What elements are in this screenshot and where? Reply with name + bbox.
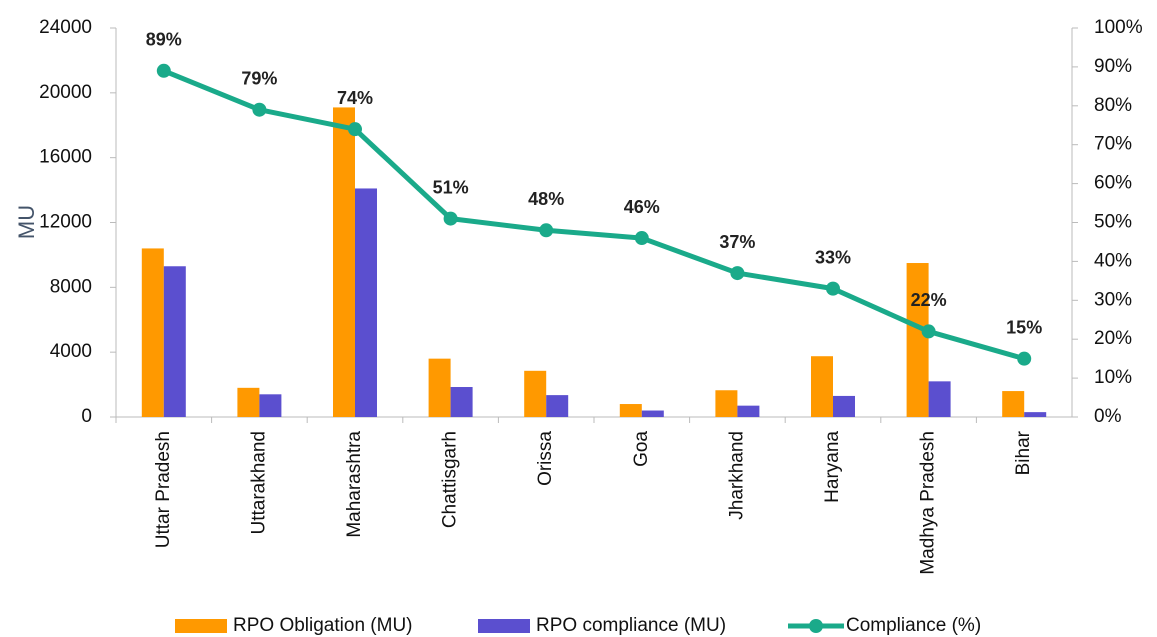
- bar: [141, 248, 164, 417]
- x-tick-label: Maharashtra: [344, 431, 365, 538]
- y2-tick-label: 80%: [1094, 95, 1132, 116]
- x-tick-label: Madhya Pradesh: [918, 431, 939, 575]
- y-tick-label: 20000: [39, 82, 92, 103]
- bar: [737, 405, 760, 417]
- y2-tick-label: 10%: [1094, 367, 1132, 388]
- bar: [1002, 391, 1025, 417]
- x-tick-label: Uttar Pradesh: [153, 431, 174, 548]
- data-label: 22%: [911, 290, 947, 310]
- bar: [715, 390, 738, 417]
- y2-tick-label: 100%: [1094, 17, 1143, 38]
- marker: [252, 102, 267, 117]
- marker: [634, 231, 649, 246]
- data-label: 37%: [719, 232, 755, 252]
- bar: [259, 394, 282, 417]
- y-tick-label: 0: [81, 406, 92, 427]
- y-tick-label: 4000: [50, 341, 92, 362]
- legend-label: RPO Obligation (MU): [233, 615, 413, 636]
- x-tick-label: Jharkhand: [726, 431, 747, 520]
- line: [162, 68, 1025, 362]
- y2-tick-label: 50%: [1094, 212, 1132, 233]
- bar: [450, 387, 473, 417]
- bar: [163, 266, 186, 417]
- data-label: 15%: [1006, 317, 1042, 337]
- marker: [921, 324, 936, 339]
- y2-tick-label: 20%: [1094, 328, 1132, 349]
- data-label: 79%: [241, 68, 277, 88]
- x-tick-label: Haryana: [822, 431, 843, 503]
- marker: [539, 223, 554, 238]
- marker: [730, 266, 745, 281]
- legend-label: RPO compliance (MU): [536, 615, 726, 636]
- marker: [156, 63, 171, 78]
- x-tick-label: Goa: [631, 431, 652, 467]
- data-label: 33%: [815, 247, 851, 267]
- y-axis-label: MU: [14, 205, 39, 239]
- x-tick-label: Bihar: [1013, 430, 1034, 475]
- y-tick-label: 12000: [39, 212, 92, 233]
- bar: [928, 381, 951, 417]
- marker: [443, 211, 458, 226]
- legend-label: Compliance (%): [846, 615, 981, 636]
- data-label: 89%: [146, 30, 182, 50]
- y2-tick-label: 0%: [1094, 406, 1122, 427]
- y2-tick-label: 30%: [1094, 289, 1132, 310]
- bar: [428, 358, 451, 417]
- x-tick-label: Uttarakhand: [248, 431, 269, 535]
- marker: [826, 281, 840, 296]
- y-tick-label: 24000: [39, 17, 92, 38]
- x-tick-label: Chattisgarh: [440, 431, 461, 528]
- y2-tick-label: 90%: [1094, 56, 1132, 77]
- data-label: 46%: [624, 197, 660, 217]
- marker: [348, 122, 362, 137]
- y2-tick-label: 70%: [1094, 134, 1132, 155]
- bar: [619, 404, 642, 417]
- bar: [355, 188, 377, 417]
- legend-marker: [809, 619, 823, 633]
- bar: [333, 107, 355, 417]
- legend-swatch: [478, 619, 530, 633]
- bar: [1024, 412, 1047, 417]
- data-label: 51%: [433, 177, 469, 197]
- y-tick-label: 16000: [39, 147, 92, 168]
- bar: [833, 395, 855, 417]
- bar: [906, 263, 929, 417]
- data-label: 48%: [528, 189, 564, 209]
- bar: [524, 370, 547, 417]
- data-label: 74%: [337, 88, 373, 108]
- marker: [1017, 351, 1032, 366]
- bar: [546, 395, 569, 417]
- bar: [811, 356, 833, 417]
- y-tick-label: 8000: [50, 276, 92, 297]
- legend-swatch: [175, 619, 227, 633]
- y2-tick-label: 40%: [1094, 250, 1132, 271]
- bar: [237, 387, 260, 417]
- bar: [641, 410, 664, 417]
- x-tick-label: Orissa: [535, 431, 556, 486]
- y2-tick-label: 60%: [1094, 173, 1132, 194]
